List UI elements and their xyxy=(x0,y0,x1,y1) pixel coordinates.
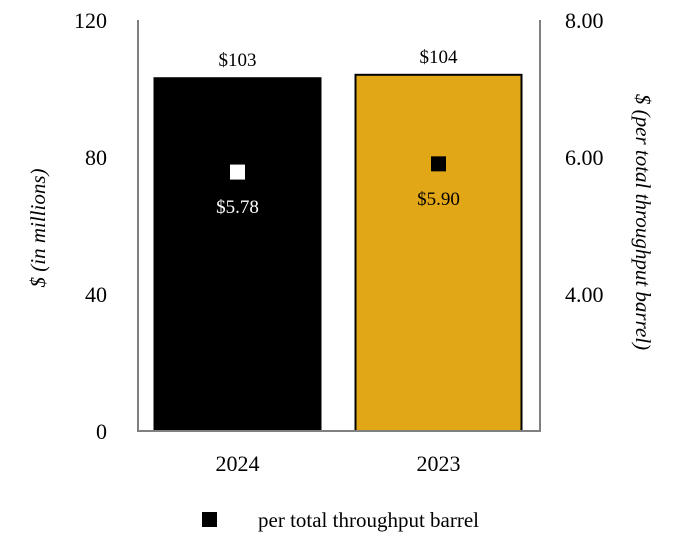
left-axis-title: $ (in millions) xyxy=(26,168,50,287)
y-tick-label: 80 xyxy=(85,145,107,170)
legend: per total throughput barrel xyxy=(202,508,479,532)
bar xyxy=(354,73,523,433)
y2-tick-label: 4.00 xyxy=(565,282,604,307)
right-axis-title: $ (per total throughput barrel) xyxy=(631,94,655,350)
y2-tick-label: 8.00 xyxy=(565,8,604,33)
marker-value-label: $5.78 xyxy=(216,197,259,218)
legend-marker-icon xyxy=(202,512,217,527)
y2-tick-label: 6.00 xyxy=(565,145,604,170)
marker-point xyxy=(230,164,245,180)
markers-layer: $5.78 $5.90 xyxy=(216,156,460,218)
x-tick-label: 2024 xyxy=(216,451,260,476)
bar xyxy=(153,77,322,432)
bars-layer: $103 $104 xyxy=(153,47,523,433)
bar-value-label: $104 xyxy=(420,47,459,68)
right-y-ticks: 4.00 6.00 8.00 xyxy=(565,8,604,307)
y-tick-label: 0 xyxy=(96,419,107,444)
y-tick-label: 40 xyxy=(85,282,107,307)
bar-value-label: $103 xyxy=(219,50,257,71)
y-tick-label: 120 xyxy=(74,8,107,33)
legend-label: per total throughput barrel xyxy=(258,508,479,532)
x-ticks: 2024 2023 xyxy=(216,451,461,476)
marker-point xyxy=(431,156,446,172)
left-y-ticks: 0 40 80 120 xyxy=(74,8,107,444)
marker-value-label: $5.90 xyxy=(417,189,460,210)
x-tick-label: 2023 xyxy=(417,451,461,476)
